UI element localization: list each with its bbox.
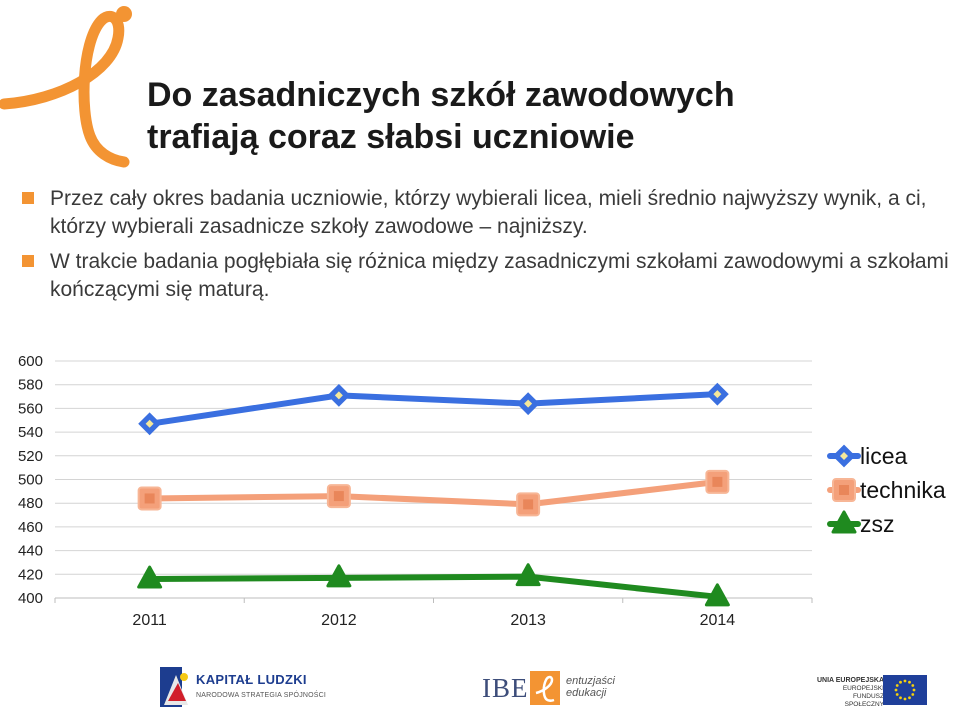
series-line-zsz <box>146 573 721 600</box>
data-point-technika-highlight <box>333 491 344 502</box>
bullet-square-icon <box>22 192 34 204</box>
bullet-square-icon <box>22 255 34 267</box>
series-line-licea <box>146 391 721 427</box>
bullet-text: Przez cały okres badania uczniowie, któr… <box>50 187 927 238</box>
y-tick-label: 540 <box>18 424 43 441</box>
data-point-licea-highlight <box>524 399 533 408</box>
eu-fund-text: UNIA EUROPEJSKA EUROPEJSKI FUNDUSZ SPOŁE… <box>816 677 884 708</box>
y-tick-label: 560 <box>18 400 43 417</box>
bullet-item: W trakcie badania pogłębiała się różnica… <box>22 248 957 303</box>
title-line-2: trafiają coraz słabsi uczniowie <box>147 118 635 156</box>
bullet-item: Przez cały okres badania uczniowie, któr… <box>22 185 957 240</box>
x-tick-label: 2013 <box>510 612 546 629</box>
ibe-orange-e-icon <box>530 671 560 705</box>
series-line-technika <box>146 478 721 508</box>
legend-marker-licea-highlight <box>840 452 848 460</box>
y-tick-label: 600 <box>18 353 43 370</box>
data-point-zsz <box>515 563 541 587</box>
data-point-zsz <box>326 564 352 588</box>
line-chart: 400 420 440 460 480 500 520 540 560 580 600 2011 201… <box>18 353 946 629</box>
legend-marker-technika-highlight <box>839 485 849 495</box>
bullet-list: Przez cały okres badania uczniowie, któr… <box>22 185 957 311</box>
bullet-text: W trakcie badania pogłębiała się różnica… <box>50 250 949 301</box>
legend-label-zsz: zsz <box>860 511 895 537</box>
x-tick-label: 2014 <box>700 612 736 629</box>
y-tick-label: 580 <box>18 377 43 394</box>
data-point-technika-highlight <box>712 476 723 487</box>
legend-label-licea: licea <box>860 443 908 469</box>
x-tick-label: 2011 <box>132 612 167 629</box>
y-tick-label: 400 <box>18 590 43 607</box>
data-point-zsz <box>704 583 730 607</box>
footer-logos: KAPITAŁ LUDZKI NARODOWA STRATEGIA SPÓJNO… <box>0 655 960 719</box>
ibe-logo-text: IBE <box>482 673 529 703</box>
x-tick-label: 2012 <box>321 612 357 629</box>
y-tick-label: 500 <box>18 472 43 489</box>
eu-flag-icon <box>883 675 927 705</box>
data-point-licea-highlight <box>334 391 343 400</box>
y-tick-label: 440 <box>18 543 43 560</box>
kapital-ludzki-subtitle: NARODOWA STRATEGIA SPÓJNOŚCI <box>196 692 327 699</box>
title-line-1: Do zasadniczych szkół zawodowych <box>147 76 735 114</box>
legend-label-technika: technika <box>860 477 946 503</box>
data-point-zsz <box>137 565 163 589</box>
data-point-licea-highlight <box>145 419 154 428</box>
ibe-subtitle: entuzjaści edukacji <box>566 675 615 699</box>
data-point-licea-highlight <box>713 390 722 399</box>
kapital-ludzki-title: KAPITAŁ LUDZKI <box>196 672 307 687</box>
y-tick-label: 520 <box>18 448 43 465</box>
data-point-technika-highlight <box>144 493 155 504</box>
y-tick-label: 480 <box>18 495 43 512</box>
kapital-ludzki-logo-icon <box>160 667 188 707</box>
y-tick-label: 420 <box>18 566 43 583</box>
data-point-technika-highlight <box>523 499 534 510</box>
y-tick-label: 460 <box>18 519 43 536</box>
orange-e-logo-icon <box>0 6 132 168</box>
legend-marker-zsz <box>831 510 857 534</box>
slide-title: Do zasadniczych szkół zawodowych trafiaj… <box>147 74 947 158</box>
